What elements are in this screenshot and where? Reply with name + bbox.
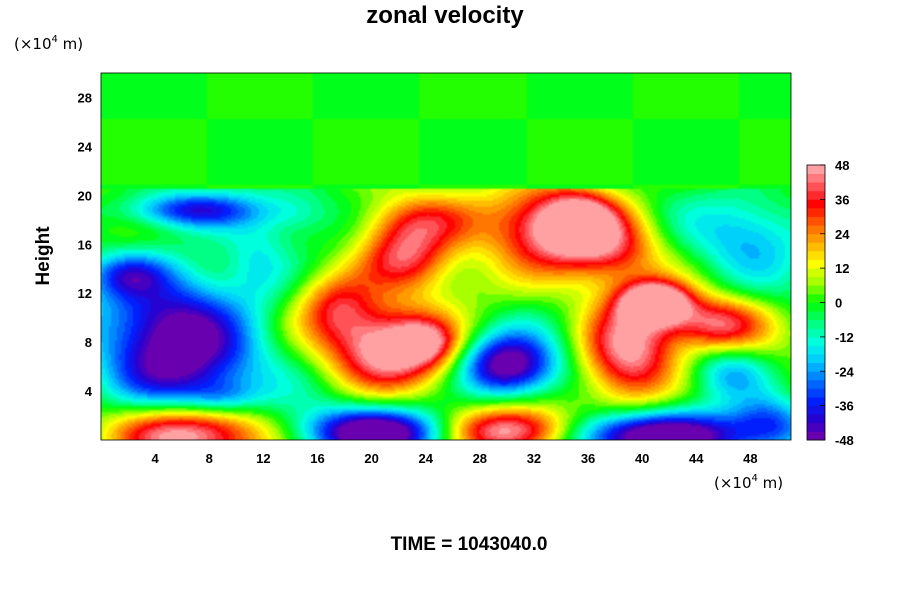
colorbar-band xyxy=(807,207,825,217)
colorbar: 48 36 24 12 0 -12 -24 -36 -48 xyxy=(806,158,855,448)
colorbar-ticks: 48 36 24 12 0 -12 -24 -36 -48 xyxy=(820,158,855,448)
colorbar-band xyxy=(807,216,825,226)
colorbar-tick-label: 48 xyxy=(835,158,849,173)
colorbar-band xyxy=(807,242,825,252)
colorbar-band xyxy=(807,388,825,398)
x-tick-label: 16 xyxy=(310,451,324,466)
chart-title: zonal velocity xyxy=(366,2,524,29)
colorbar-band xyxy=(807,190,825,200)
colorbar-band xyxy=(807,173,825,183)
colorbar-tick-label: -24 xyxy=(835,364,855,379)
colorbar-band xyxy=(807,225,825,235)
colorbar-tick-label: 12 xyxy=(835,261,849,276)
colorbar-tick-label: 36 xyxy=(835,192,849,207)
x-tick-label: 12 xyxy=(256,451,270,466)
heatmap-field xyxy=(101,73,791,440)
colorbar-band xyxy=(807,199,825,209)
x-tick-label: 28 xyxy=(473,451,487,466)
y-tick-label: 4 xyxy=(85,384,93,399)
colorbar-band xyxy=(807,182,825,192)
colorbar-band xyxy=(807,336,825,346)
colorbar-band xyxy=(807,250,825,260)
colorbar-band xyxy=(807,405,825,415)
colorbar-band xyxy=(807,311,825,321)
x-tick-label: 36 xyxy=(581,451,595,466)
colorbar-band xyxy=(807,259,825,269)
colorbar-band xyxy=(807,362,825,372)
colorbar-band xyxy=(807,431,825,441)
colorbar-band xyxy=(807,379,825,389)
x-tick-label: 4 xyxy=(152,451,160,466)
y-axis-ticks: 4 8 12 16 20 24 28 xyxy=(78,90,93,399)
y-axis-unit: (×104 m) xyxy=(14,34,83,53)
x-axis-ticks: 4 8 12 16 20 24 28 32 36 40 44 48 xyxy=(152,451,758,466)
colorbar-band xyxy=(807,397,825,407)
colorbar-band xyxy=(807,165,825,174)
plot-frame xyxy=(100,72,792,441)
colorbar-tick-label: -36 xyxy=(835,399,854,414)
colorbar-band xyxy=(807,319,825,329)
colorbar-band xyxy=(807,276,825,286)
x-tick-label: 44 xyxy=(689,451,704,466)
colorbar-band xyxy=(807,354,825,364)
y-tick-label: 20 xyxy=(78,188,92,203)
time-label: TIME = 1043040.0 xyxy=(391,534,548,555)
y-tick-label: 24 xyxy=(78,139,93,154)
y-tick-label: 28 xyxy=(78,90,92,105)
colorbar-tick-label: -12 xyxy=(835,330,854,345)
colorbar-band xyxy=(807,285,825,295)
colorbar-band xyxy=(807,345,825,355)
colorbar-band xyxy=(807,422,825,432)
x-tick-label: 24 xyxy=(418,451,433,466)
colorbar-band xyxy=(807,268,825,278)
colorbar-band xyxy=(807,293,825,303)
y-tick-label: 12 xyxy=(78,286,92,301)
colorbar-band xyxy=(807,414,825,424)
colorbar-tick-label: 0 xyxy=(835,296,842,311)
y-tick-label: 8 xyxy=(85,335,92,350)
x-tick-label: 32 xyxy=(527,451,541,466)
heatmap-canvas xyxy=(101,73,791,440)
colorbar-band xyxy=(807,302,825,312)
colorbar-band xyxy=(807,328,825,338)
x-tick-label: 48 xyxy=(743,451,757,466)
y-tick-label: 16 xyxy=(78,237,92,252)
plot-area xyxy=(100,72,792,441)
y-axis-label: Height xyxy=(33,226,54,286)
x-axis-unit: (×104 m) xyxy=(714,473,783,492)
colorbar-bands xyxy=(807,165,825,441)
x-tick-label: 8 xyxy=(206,451,213,466)
x-tick-label: 20 xyxy=(364,451,378,466)
x-tick-label: 40 xyxy=(635,451,649,466)
colorbar-band xyxy=(807,233,825,243)
colorbar-band xyxy=(807,371,825,381)
colorbar-tick-label: -48 xyxy=(835,433,854,448)
colorbar-tick-label: 24 xyxy=(835,227,850,242)
